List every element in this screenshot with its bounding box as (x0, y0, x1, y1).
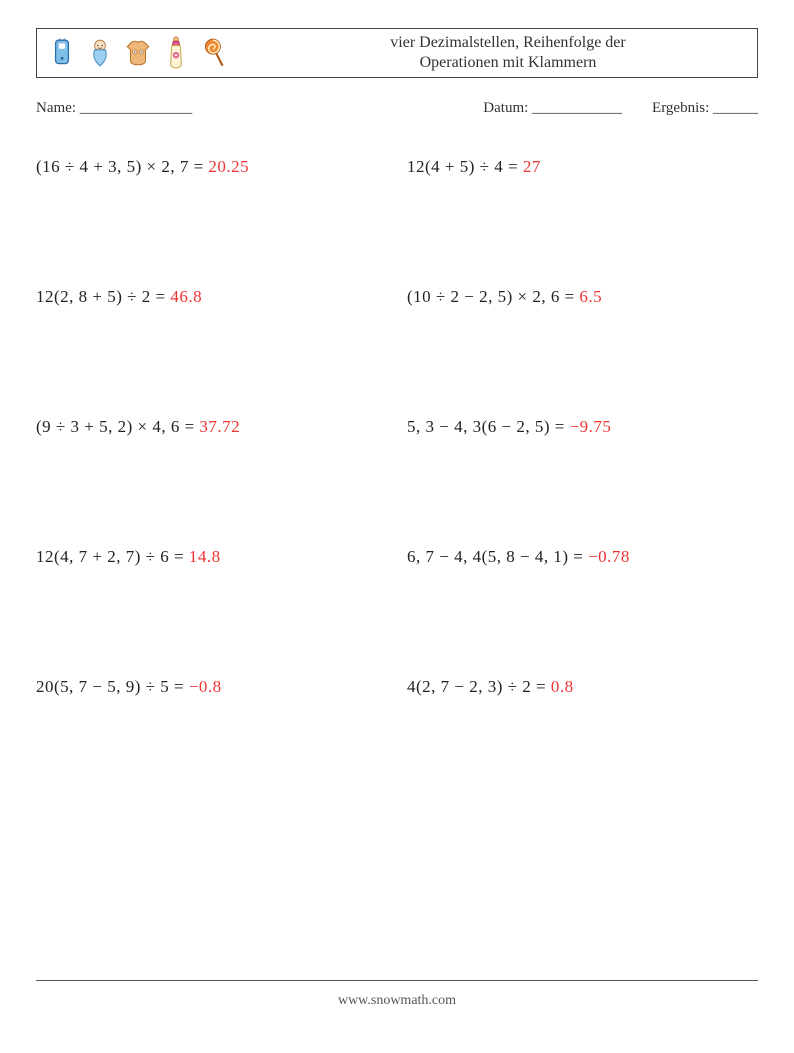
footer-divider (36, 980, 758, 981)
problem-8: 6, 7 − 4, 4(5, 8 − 4, 1) = −0.78 (407, 547, 758, 567)
problem-5: (9 ÷ 3 + 5, 2) × 4, 6 = 37.72 (36, 417, 387, 437)
baby-swaddle-icon (85, 36, 115, 70)
expr: 12(4 + 5) ÷ 4 = (407, 157, 523, 176)
baby-onesie-icon (123, 36, 153, 70)
expr: 20(5, 7 − 5, 9) ÷ 5 = (36, 677, 189, 696)
header-box: vier Dezimalstellen, Reihenfolge der Ope… (36, 28, 758, 78)
expr: 12(2, 8 + 5) ÷ 2 = (36, 287, 170, 306)
answer: 6.5 (579, 287, 602, 306)
problem-9: 20(5, 7 − 5, 9) ÷ 5 = −0.8 (36, 677, 387, 697)
expr: 12(4, 7 + 2, 7) ÷ 6 = (36, 547, 189, 566)
answer: −9.75 (570, 417, 612, 436)
problem-10: 4(2, 7 − 2, 3) ÷ 2 = 0.8 (407, 677, 758, 697)
meta-row: Name: _______________ Datum: ___________… (36, 100, 758, 117)
answer: 14.8 (189, 547, 221, 566)
problem-7: 12(4, 7 + 2, 7) ÷ 6 = 14.8 (36, 547, 387, 567)
footer-text: www.snowmath.com (0, 993, 794, 1009)
problem-6: 5, 3 − 4, 3(6 − 2, 5) = −9.75 (407, 417, 758, 437)
date-field: Datum: ____________ (483, 100, 622, 117)
expr: 5, 3 − 4, 3(6 − 2, 5) = (407, 417, 570, 436)
worksheet-page: vier Dezimalstellen, Reihenfolge der Ope… (0, 0, 794, 1053)
problem-2: 12(4 + 5) ÷ 4 = 27 (407, 157, 758, 177)
expr: (9 ÷ 3 + 5, 2) × 4, 6 = (36, 417, 199, 436)
answer: 46.8 (170, 287, 202, 306)
title-line1: vier Dezimalstellen, Reihenfolge der (390, 34, 625, 51)
problem-1: (16 ÷ 4 + 3, 5) × 2, 7 = 20.25 (36, 157, 387, 177)
answer: −0.78 (588, 547, 630, 566)
answer: −0.8 (189, 677, 222, 696)
expr: 6, 7 − 4, 4(5, 8 − 4, 1) = (407, 547, 588, 566)
name-field: Name: _______________ (36, 100, 296, 117)
phone-icon (47, 36, 77, 70)
bottle-icon (161, 36, 191, 70)
problem-3: 12(2, 8 + 5) ÷ 2 = 46.8 (36, 287, 387, 307)
worksheet-title: vier Dezimalstellen, Reihenfolge der Ope… (229, 33, 747, 73)
expr: 4(2, 7 − 2, 3) ÷ 2 = (407, 677, 551, 696)
problem-4: (10 ÷ 2 − 2, 5) × 2, 6 = 6.5 (407, 287, 758, 307)
expr: (10 ÷ 2 − 2, 5) × 2, 6 = (407, 287, 579, 306)
icon-row (47, 36, 229, 70)
title-line2: Operationen mit Klammern (420, 54, 597, 71)
result-field: Ergebnis: ______ (652, 100, 758, 117)
expr: (16 ÷ 4 + 3, 5) × 2, 7 = (36, 157, 208, 176)
problems-grid: (16 ÷ 4 + 3, 5) × 2, 7 = 20.25 12(4 + 5)… (36, 157, 758, 697)
answer: 0.8 (551, 677, 574, 696)
answer: 27 (523, 157, 541, 176)
answer: 37.72 (199, 417, 240, 436)
lollipop-icon (199, 36, 229, 70)
answer: 20.25 (208, 157, 249, 176)
